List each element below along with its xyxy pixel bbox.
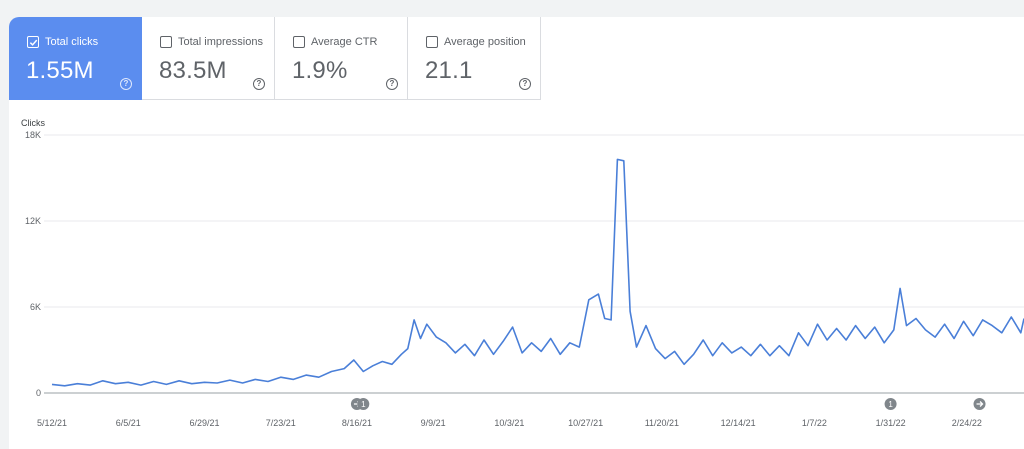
help-icon[interactable]: ? [519, 78, 531, 90]
y-tick-label: 12K [25, 216, 41, 226]
checkbox-icon[interactable] [426, 36, 438, 48]
metric-label: Average CTR [311, 36, 378, 48]
checkbox-icon[interactable] [160, 36, 172, 48]
y-tick-label: 0 [36, 388, 41, 398]
clicks-line-chart: 18K 12K 6K 0 5/12/21 6/5/21 6/29/21 7/23/21 8/16… [25, 130, 1024, 428]
x-tick-label: 1/7/22 [802, 418, 827, 428]
metric-tab-total-clicks[interactable]: Total clicks 1.55M ? [9, 17, 142, 100]
x-tick-label: 11/20/21 [645, 418, 679, 428]
help-icon[interactable]: ? [386, 78, 398, 90]
x-tick-label: 9/9/21 [421, 418, 446, 428]
x-tick-label: 6/29/21 [189, 418, 219, 428]
annotation-marker[interactable]: 1 [884, 398, 897, 410]
x-tick-label: 7/23/21 [266, 418, 296, 428]
help-icon[interactable]: ? [253, 78, 265, 90]
metric-value: 1.9% [292, 57, 348, 84]
x-tick-label: 5/12/21 [37, 418, 67, 428]
x-tick-label: 2/24/22 [952, 418, 982, 428]
metric-label: Average position [444, 36, 526, 48]
annotation-arrow-icon[interactable] [973, 398, 986, 410]
x-tick-label: 10/3/21 [494, 418, 524, 428]
metric-tab-average-position[interactable]: Average position 21.1 ? [408, 17, 541, 100]
clicks-series-line [51, 158, 1024, 387]
metric-value: 83.5M [159, 57, 227, 84]
svg-text:1: 1 [888, 400, 893, 409]
x-tick-label: 6/5/21 [116, 418, 141, 428]
metric-value: 1.55M [26, 57, 94, 84]
x-tick-label: 8/16/21 [342, 418, 372, 428]
svg-text:1: 1 [361, 400, 366, 409]
metric-label: Total impressions [178, 36, 263, 48]
help-icon[interactable]: ? [120, 78, 132, 90]
x-tick-label: 12/14/21 [721, 418, 756, 428]
x-tick-label: 1/31/22 [876, 418, 906, 428]
y-tick-label: 6K [30, 302, 41, 312]
checkbox-icon[interactable] [293, 36, 305, 48]
metric-tabs: Total clicks 1.55M ? Total impressions 8… [9, 17, 541, 100]
y-axis-label: Clicks [21, 118, 45, 128]
annotation-marker[interactable]: 1 [357, 398, 370, 410]
metric-tab-total-impressions[interactable]: Total impressions 83.5M ? [142, 17, 275, 100]
checkbox-checked-icon[interactable] [27, 36, 39, 48]
metric-value: 21.1 [425, 57, 473, 84]
x-tick-label: 10/27/21 [568, 418, 603, 428]
metric-label: Total clicks [45, 36, 99, 48]
metric-tab-average-ctr[interactable]: Average CTR 1.9% ? [275, 17, 408, 100]
performance-card: Total clicks 1.55M ? Total impressions 8… [9, 17, 1024, 449]
y-tick-label: 18K [25, 130, 41, 140]
